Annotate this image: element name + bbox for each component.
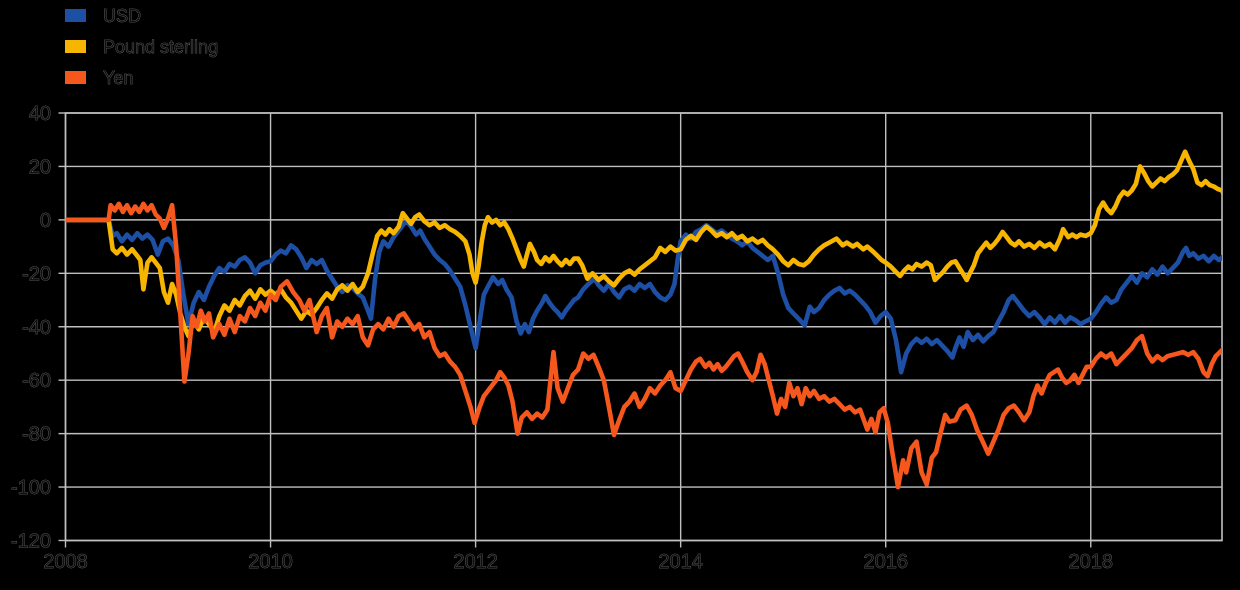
series-line-usd bbox=[65, 217, 1222, 375]
y-axis-label-40: 40 bbox=[29, 103, 51, 125]
legend-item-usd: USD bbox=[65, 6, 141, 26]
y-axis-label--60: -60 bbox=[22, 370, 51, 392]
y-axis-label-20: 20 bbox=[29, 156, 51, 178]
series-line-yen bbox=[65, 201, 1222, 490]
legend-swatch-pound-sterling bbox=[65, 40, 86, 53]
x-axis-label-2008: 2008 bbox=[43, 551, 88, 573]
grid-lines bbox=[64, 112, 1222, 542]
x-axis-label-2018: 2018 bbox=[1069, 551, 1114, 573]
x-axis-label-2014: 2014 bbox=[658, 551, 703, 573]
y-axis-label--80: -80 bbox=[22, 424, 51, 446]
x-axis-label-2012: 2012 bbox=[453, 551, 498, 573]
legend-label-usd: USD bbox=[103, 6, 141, 26]
y-axis-label--100: -100 bbox=[11, 477, 51, 499]
legend: USD Pound sterling Yen bbox=[65, 6, 218, 88]
x-axis-label-2016: 2016 bbox=[863, 551, 908, 573]
data-series bbox=[65, 149, 1222, 490]
y-axis-label--20: -20 bbox=[22, 263, 51, 285]
legend-swatch-yen bbox=[65, 71, 86, 84]
y-axis-label-0: 0 bbox=[40, 210, 51, 232]
legend-item-yen: Yen bbox=[65, 68, 134, 88]
legend-label-pound-sterling: Pound sterling bbox=[103, 37, 218, 57]
legend-swatch-usd bbox=[65, 9, 86, 22]
x-axis-label-2010: 2010 bbox=[248, 551, 293, 573]
y-axis-label--40: -40 bbox=[22, 317, 51, 339]
legend-label-yen: Yen bbox=[103, 68, 133, 88]
series-line-pound-sterling bbox=[65, 149, 1222, 339]
y-axis-label--120: -120 bbox=[11, 531, 51, 553]
legend-item-pound-sterling: Pound sterling bbox=[65, 37, 218, 57]
axis-ticks bbox=[58, 112, 1092, 548]
